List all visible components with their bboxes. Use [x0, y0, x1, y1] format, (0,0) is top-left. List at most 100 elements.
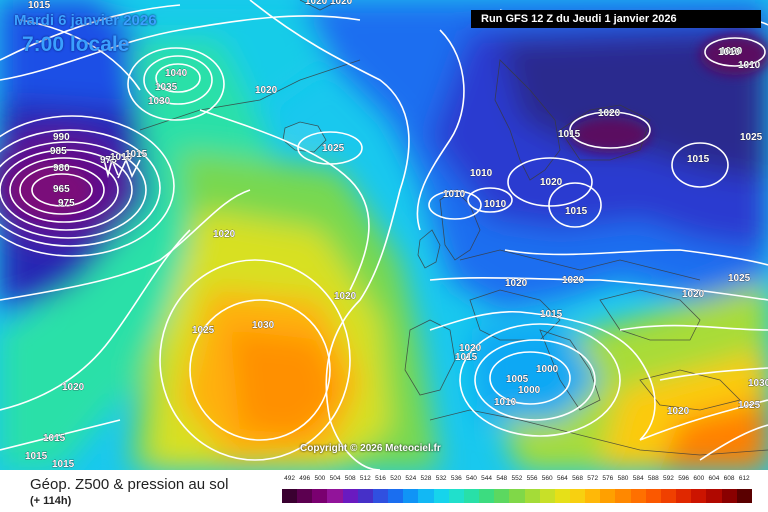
pressure-label: 1020: [255, 85, 278, 96]
pressure-label: 1010: [470, 168, 493, 179]
scale-label: 496: [299, 475, 311, 482]
pressure-label: 975: [100, 155, 117, 166]
scale-label: 560: [541, 475, 553, 482]
pressure-label: 1015: [540, 309, 563, 320]
model-run-label: Run GFS 12 Z du Jeudi 1 janvier 2026: [471, 10, 761, 28]
scale-label: 504: [329, 475, 341, 482]
pressure-label: 1020: [667, 406, 690, 417]
scale-swatch: [479, 489, 495, 503]
pressure-label: 975: [58, 198, 75, 209]
scale-swatch: [736, 489, 752, 503]
scale-swatch: [372, 489, 389, 503]
scale-swatch: [630, 489, 646, 503]
scale-swatch: [342, 489, 358, 503]
scale-label: 600: [693, 475, 705, 482]
pressure-label: 1030: [748, 378, 768, 389]
coastlines: [139, 0, 768, 456]
scale-swatch: [691, 489, 707, 503]
scale-swatch: [509, 489, 525, 503]
scale-swatch: [297, 489, 313, 503]
scale-label: 492: [284, 475, 295, 482]
scale-swatch: [494, 489, 510, 503]
pressure-label: 1025: [738, 400, 761, 411]
pressure-label: 1015: [52, 459, 75, 470]
pressure-label: 1010: [443, 189, 466, 200]
forecast-lead-time: (+ 114h): [30, 495, 72, 507]
forecast-time: 7:00 locale: [22, 33, 130, 56]
scale-label: 568: [572, 475, 583, 482]
copyright-notice: Copyright © 2026 Meteociel.fr: [300, 443, 441, 454]
scale-label: 612: [738, 475, 750, 482]
pressure-labels: 1015 1020 1040 1035 1030 1020 990 985 98…: [25, 0, 768, 470]
pressure-label: 1010: [718, 47, 741, 58]
scale-swatch: [645, 489, 661, 503]
scale-label: 552: [511, 475, 523, 482]
scale-label: 608: [723, 475, 735, 482]
isobars: [0, 0, 768, 470]
pressure-label: 1020: [459, 343, 482, 354]
pressure-label: 1015: [565, 206, 588, 217]
pressure-label: 1020: [562, 275, 585, 286]
pressure-label: 1015: [687, 154, 710, 165]
scale-label: 500: [314, 475, 326, 482]
scale-label: 580: [617, 475, 629, 482]
scale-swatch: [554, 489, 570, 503]
pressure-label: 1020: [213, 229, 236, 240]
scale-label: 520: [390, 475, 402, 482]
pressure-label: 1015: [125, 149, 148, 160]
pressure-label: 1010: [738, 60, 761, 71]
pressure-label: 1020: [62, 382, 85, 393]
scale-label: 536: [450, 475, 462, 482]
chart-title: Géop. Z500 & pression au sol: [30, 476, 229, 493]
color-scale-legend: 492 496 500 504 508 512 516 520 524 528 532 536 540 5…: [282, 475, 752, 509]
pressure-label: 1020: [505, 278, 528, 289]
scale-label: 516: [375, 475, 386, 482]
scale-swatch: [448, 489, 464, 503]
pressure-label: 1020: [334, 291, 357, 302]
scale-swatch: [312, 489, 328, 503]
map-footer: Géop. Z500 & pression au sol (+ 114h) 49…: [0, 470, 768, 512]
scale-swatch: [433, 489, 449, 503]
pressure-label: 1020: [720, 46, 743, 57]
pressure-label: 990: [53, 132, 70, 143]
pressure-label: 1025: [728, 273, 751, 284]
scale-label: 528: [420, 475, 432, 482]
pressure-label: 1015: [25, 451, 48, 462]
scale-label: 544: [481, 475, 493, 482]
pressure-label: 1030: [252, 320, 275, 331]
pressure-label: 1040: [165, 68, 188, 79]
pressure-label: 1020: [540, 177, 563, 188]
scale-swatch: [357, 489, 373, 503]
scale-label: 604: [708, 475, 720, 482]
scale-label: 548: [496, 475, 508, 482]
scale-label: 588: [647, 475, 659, 482]
low-pressure-core: [10, 35, 768, 218]
scale-label: 524: [405, 475, 417, 482]
scale-swatch: [282, 489, 298, 503]
pressure-label: 1025: [322, 143, 345, 154]
scale-label: 564: [556, 475, 568, 482]
pressure-label: 980: [53, 163, 70, 174]
scale-label: 512: [359, 475, 371, 482]
pressure-label: 1005: [506, 374, 529, 385]
scale-label: 572: [587, 475, 599, 482]
forecast-date: Mardi 6 janvier 2026: [14, 12, 157, 29]
pressure-label: 1010: [484, 199, 507, 210]
scale-swatch: [327, 489, 343, 503]
scale-swatch: [403, 489, 419, 503]
scale-swatch: [539, 489, 555, 503]
scale-label: 576: [602, 475, 614, 482]
pressure-label: 1030: [148, 96, 171, 107]
pressure-label: 1010: [494, 397, 517, 408]
pressure-label: 1020: [682, 289, 705, 300]
scale-label: 556: [526, 475, 538, 482]
scale-swatch: [388, 489, 404, 503]
pressure-label: 1000: [536, 364, 559, 375]
pressure-label: 1025: [192, 325, 215, 336]
scale-label: 596: [678, 475, 690, 482]
pressure-label: 1020: [305, 0, 328, 7]
scale-swatch: [676, 489, 692, 503]
scale-label: 540: [466, 475, 477, 482]
pressure-label: 1010: [110, 152, 133, 163]
pressure-label: 1015: [28, 0, 51, 11]
